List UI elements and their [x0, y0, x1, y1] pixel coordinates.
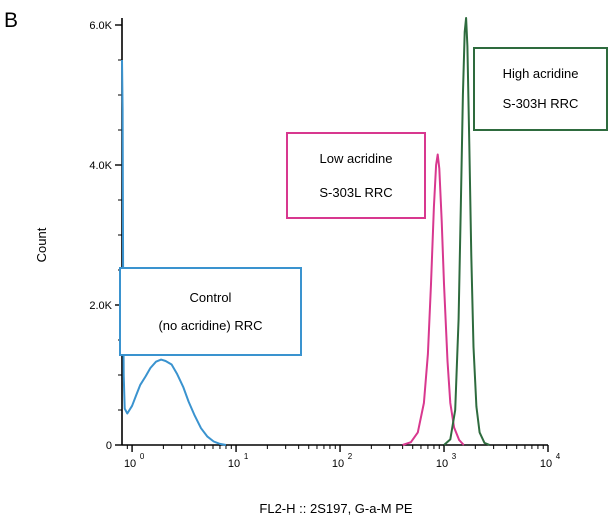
label-box-low-acridine — [286, 132, 426, 219]
series-line-high-acridine — [443, 17, 491, 446]
series-line-control — [121, 59, 227, 446]
series-layer — [121, 17, 491, 446]
x-tick-label: 10 — [124, 458, 136, 470]
x-tick-label: 10 — [436, 458, 448, 470]
y-tick-label: 2.0K — [89, 300, 112, 312]
label-box-high-acridine — [473, 47, 608, 131]
series-label-control: (no acridine) RRC — [158, 318, 262, 333]
x-tick-exponent: 4 — [556, 452, 561, 461]
series-label-high-acridine: S-303H RRC — [503, 96, 579, 111]
y-tick-label: 6.0K — [89, 20, 112, 32]
x-tick-exponent: 2 — [348, 452, 353, 461]
x-tick-exponent: 1 — [244, 452, 249, 461]
x-tick-label: 10 — [540, 458, 552, 470]
annotation-boxes: Control (no acridine) RRC Low acridine S-30… — [119, 47, 608, 356]
y-tick-label: 4.0K — [89, 160, 112, 172]
series-label-low-acridine: S-303L RRC — [319, 185, 392, 200]
series-label-low-acridine: Low acridine — [320, 151, 393, 166]
label-box-control — [119, 267, 302, 356]
panel-label: B — [4, 9, 18, 32]
series-line-low-acridine — [402, 153, 465, 446]
x-tick-label: 10 — [332, 458, 344, 470]
series-label-high-acridine: High acridine — [503, 66, 579, 81]
x-tick-exponent: 3 — [452, 452, 457, 461]
y-axis-label: Count — [34, 227, 49, 262]
y-tick-label: 0 — [106, 440, 112, 452]
series-label-control: Control — [190, 290, 232, 305]
x-axis-label: FL2-H :: 2S197, G-a-M PE — [259, 501, 412, 516]
x-tick-exponent: 0 — [140, 452, 145, 461]
x-tick-label: 10 — [228, 458, 240, 470]
axis-ticks: 0 2.0K 4.0K 6.0K 10 0 10 1 10 2 10 3 10 4 — [89, 20, 560, 470]
